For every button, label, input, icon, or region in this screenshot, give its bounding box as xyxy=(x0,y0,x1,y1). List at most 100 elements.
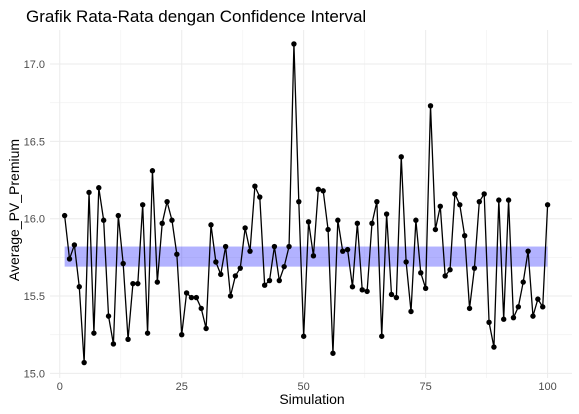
data-point xyxy=(305,219,312,225)
data-point xyxy=(144,330,151,336)
data-point xyxy=(242,225,248,231)
data-point xyxy=(271,243,278,250)
data-point xyxy=(213,259,219,265)
data-point xyxy=(471,265,478,271)
x-tick-label: 50 xyxy=(298,381,310,393)
data-point xyxy=(227,293,234,299)
data-point xyxy=(388,291,395,298)
data-point xyxy=(237,265,243,271)
data-point xyxy=(486,319,492,326)
data-point xyxy=(530,313,536,319)
data-point xyxy=(110,341,117,347)
data-point xyxy=(115,212,121,219)
data-point xyxy=(354,220,361,227)
data-point xyxy=(320,188,326,194)
data-point xyxy=(403,259,409,265)
series-line-layer xyxy=(63,43,549,364)
data-point xyxy=(466,305,473,312)
data-point xyxy=(276,277,282,284)
data-point xyxy=(452,191,458,197)
data-point xyxy=(296,198,302,205)
y-axis-title: Average_PV_Premium xyxy=(6,139,22,281)
data-point xyxy=(222,243,229,250)
data-point xyxy=(359,287,365,293)
x-tick-label: 75 xyxy=(420,381,432,393)
data-point xyxy=(120,260,126,267)
data-point xyxy=(432,226,439,233)
data-point xyxy=(442,273,448,279)
data-point xyxy=(481,191,487,197)
data-point xyxy=(183,290,190,296)
series-line xyxy=(63,43,549,364)
data-point xyxy=(379,333,385,339)
data-point xyxy=(76,284,82,290)
data-point xyxy=(261,282,268,288)
data-point xyxy=(281,263,287,270)
data-point xyxy=(369,220,375,227)
data-point xyxy=(252,183,258,189)
data-point xyxy=(383,211,390,217)
data-point xyxy=(364,288,370,295)
y-tick-label: 17.0 xyxy=(24,59,45,71)
data-point xyxy=(286,243,292,250)
data-point xyxy=(135,280,141,287)
data-point xyxy=(247,248,253,254)
x-tick-label: 0 xyxy=(57,381,63,393)
data-point xyxy=(188,294,195,301)
data-point xyxy=(310,253,317,259)
data-point xyxy=(515,304,522,310)
y-tick-label: 16.0 xyxy=(24,214,45,226)
data-point xyxy=(164,198,170,205)
data-point xyxy=(218,271,224,278)
data-point xyxy=(232,273,239,279)
data-point xyxy=(540,304,546,310)
data-point xyxy=(349,284,356,290)
y-tick-label: 16.5 xyxy=(24,136,45,148)
data-point xyxy=(501,316,507,322)
data-point xyxy=(125,336,131,343)
data-point xyxy=(315,186,322,193)
data-point xyxy=(457,202,463,208)
data-point xyxy=(330,350,336,356)
data-point xyxy=(393,294,400,301)
data-point xyxy=(544,202,551,208)
data-point xyxy=(169,217,175,223)
x-tick-label: 100 xyxy=(538,381,556,393)
data-point xyxy=(71,242,78,248)
x-axis-tick-labels: 0 25 50 75 100 xyxy=(57,381,557,393)
data-point xyxy=(174,251,180,257)
data-point xyxy=(525,248,531,254)
data-point xyxy=(61,212,68,219)
data-point xyxy=(154,279,161,285)
data-point xyxy=(413,217,419,223)
data-point xyxy=(96,185,102,191)
data-point xyxy=(300,333,307,339)
data-point xyxy=(266,277,273,284)
major-gridlines xyxy=(50,30,572,378)
data-point xyxy=(130,280,136,287)
data-point xyxy=(496,197,502,203)
data-point xyxy=(198,305,204,312)
data-point xyxy=(520,279,526,285)
data-points-layer xyxy=(61,41,551,366)
data-point xyxy=(398,154,404,160)
data-point xyxy=(335,217,341,223)
data-point xyxy=(257,194,263,200)
y-tick-label: 15.0 xyxy=(24,368,45,380)
data-point xyxy=(203,325,209,332)
data-point xyxy=(491,344,497,350)
y-axis-tick-labels: 15.0 15.5 16.0 16.5 17.0 xyxy=(24,59,45,380)
data-point xyxy=(340,248,346,254)
data-point xyxy=(447,267,453,273)
x-tick-label: 25 xyxy=(176,381,188,393)
data-point xyxy=(461,233,468,239)
data-point xyxy=(344,246,351,253)
data-point xyxy=(66,256,73,262)
data-point xyxy=(100,217,107,223)
minor-gridlines xyxy=(50,30,572,378)
data-point xyxy=(325,226,331,233)
data-point xyxy=(159,220,165,227)
data-point xyxy=(427,103,434,109)
data-point xyxy=(149,168,156,174)
data-point xyxy=(208,222,214,228)
